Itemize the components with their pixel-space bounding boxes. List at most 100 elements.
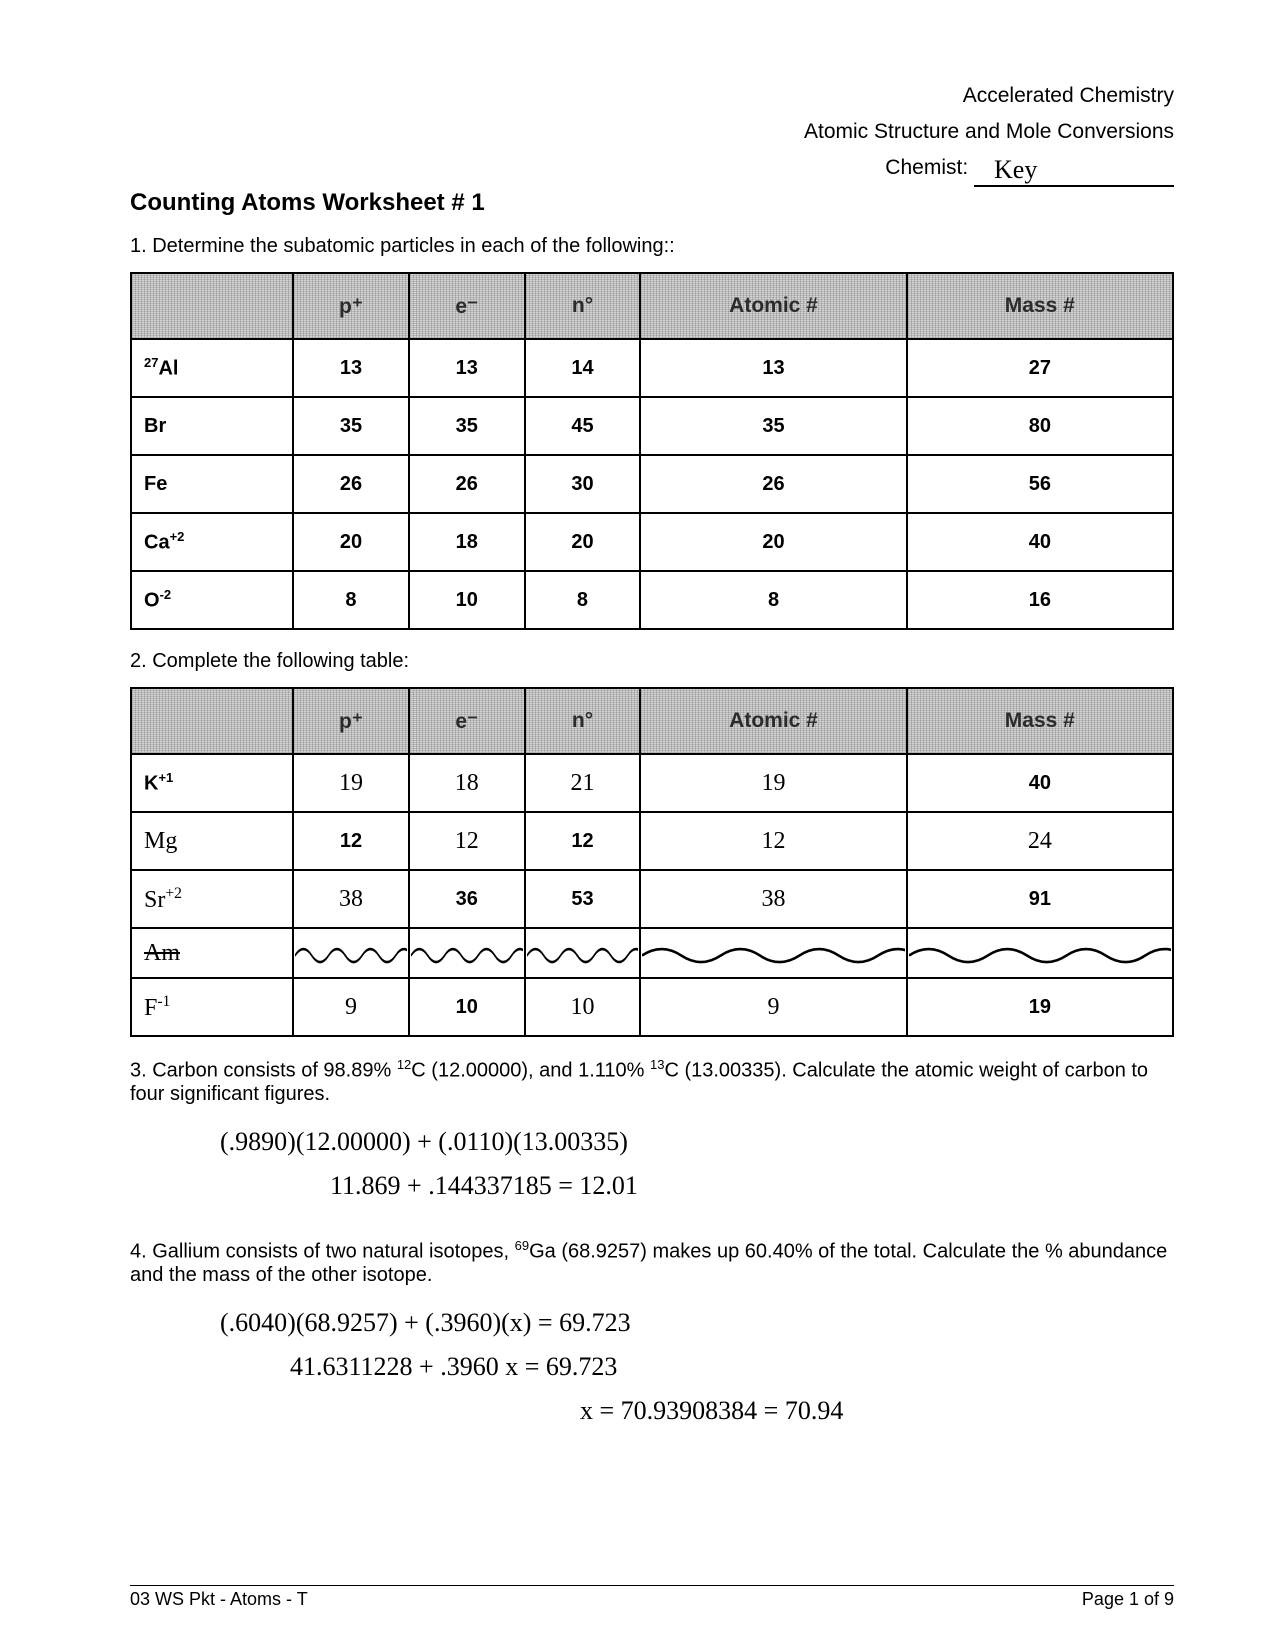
cell-mass: 24 bbox=[907, 812, 1173, 870]
table-row: Sr+23836533891 bbox=[131, 870, 1173, 928]
table-row: F-191010919 bbox=[131, 978, 1173, 1036]
cell-mass: 19 bbox=[907, 978, 1173, 1036]
q4-line2: 41.6311228 + .3960 x = 69.723 bbox=[220, 1345, 1174, 1389]
table-row: Mg1212121224 bbox=[131, 812, 1173, 870]
row-label: O-2 bbox=[131, 571, 293, 629]
cell-p: 20 bbox=[293, 513, 409, 571]
unit-title: Atomic Structure and Mole Conversions bbox=[130, 116, 1174, 148]
cell-n: 21 bbox=[525, 754, 641, 812]
q3-line2: 11.869 + .144337185 = 12.01 bbox=[220, 1164, 1174, 1208]
cell-e: 26 bbox=[409, 455, 525, 513]
q3-work: (.9890)(12.00000) + (.0110)(13.00335) 11… bbox=[220, 1120, 1174, 1208]
cell-atomic: 26 bbox=[640, 455, 906, 513]
cell-e: 10 bbox=[409, 978, 525, 1036]
cell-n: 12 bbox=[525, 812, 641, 870]
cell-scribble bbox=[640, 928, 906, 978]
cell-p: 9 bbox=[293, 978, 409, 1036]
table-row: Am bbox=[131, 928, 1173, 978]
row-label: Sr+2 bbox=[131, 870, 293, 928]
cell-mass: 27 bbox=[907, 339, 1173, 397]
col-header: Mass # bbox=[907, 688, 1173, 754]
row-label: Ca+2 bbox=[131, 513, 293, 571]
col-header: n° bbox=[525, 688, 641, 754]
row-label: Br bbox=[131, 397, 293, 455]
q3-prompt: 3. Carbon consists of 98.89% 12C (12.000… bbox=[130, 1057, 1174, 1106]
col-header: n° bbox=[525, 273, 641, 339]
cell-e: 36 bbox=[409, 870, 525, 928]
row-label: Fe bbox=[131, 455, 293, 513]
col-header: e⁻ bbox=[409, 273, 525, 339]
cell-mass: 40 bbox=[907, 513, 1173, 571]
cell-p: 26 bbox=[293, 455, 409, 513]
cell-n: 20 bbox=[525, 513, 641, 571]
cell-mass: 16 bbox=[907, 571, 1173, 629]
cell-e: 18 bbox=[409, 754, 525, 812]
cell-p: 19 bbox=[293, 754, 409, 812]
cell-atomic: 38 bbox=[640, 870, 906, 928]
cell-p: 13 bbox=[293, 339, 409, 397]
cell-n: 30 bbox=[525, 455, 641, 513]
cell-atomic: 13 bbox=[640, 339, 906, 397]
cell-p: 38 bbox=[293, 870, 409, 928]
cell-atomic: 12 bbox=[640, 812, 906, 870]
table-row: Fe2626302656 bbox=[131, 455, 1173, 513]
row-label: F-1 bbox=[131, 978, 293, 1036]
cell-atomic: 19 bbox=[640, 754, 906, 812]
cell-scribble bbox=[907, 928, 1173, 978]
cell-n: 14 bbox=[525, 339, 641, 397]
table-row: Br3535453580 bbox=[131, 397, 1173, 455]
row-label: Mg bbox=[131, 812, 293, 870]
q4-prompt: 4. Gallium consists of two natural isoto… bbox=[130, 1238, 1174, 1287]
footer-right: Page 1 of 9 bbox=[1082, 1589, 1174, 1610]
chemist-field: Chemist: Key bbox=[130, 151, 1174, 183]
q4-work: (.6040)(68.9257) + (.3960)(x) = 69.723 4… bbox=[220, 1301, 1174, 1434]
table-row: Ca+22018202040 bbox=[131, 513, 1173, 571]
cell-e: 35 bbox=[409, 397, 525, 455]
cell-atomic: 35 bbox=[640, 397, 906, 455]
cell-mass: 80 bbox=[907, 397, 1173, 455]
chemist-name: Key bbox=[974, 155, 1174, 187]
cell-e: 18 bbox=[409, 513, 525, 571]
cell-mass: 91 bbox=[907, 870, 1173, 928]
table-row: O-28108816 bbox=[131, 571, 1173, 629]
cell-e: 12 bbox=[409, 812, 525, 870]
col-header: e⁻ bbox=[409, 688, 525, 754]
footer-left: 03 WS Pkt - Atoms - T bbox=[130, 1589, 308, 1610]
cell-p: 8 bbox=[293, 571, 409, 629]
cell-p: 35 bbox=[293, 397, 409, 455]
cell-n: 45 bbox=[525, 397, 641, 455]
col-header bbox=[131, 273, 293, 339]
q4-line1: (.6040)(68.9257) + (.3960)(x) = 69.723 bbox=[220, 1301, 1174, 1345]
row-label: Am bbox=[131, 928, 293, 978]
cell-e: 10 bbox=[409, 571, 525, 629]
q2-prompt: 2. Complete the following table: bbox=[130, 650, 1174, 673]
q1-prompt: 1. Determine the subatomic particles in … bbox=[130, 235, 1174, 258]
cell-mass: 40 bbox=[907, 754, 1173, 812]
cell-scribble bbox=[525, 928, 641, 978]
cell-n: 53 bbox=[525, 870, 641, 928]
cell-p: 12 bbox=[293, 812, 409, 870]
q1-table: p⁺e⁻n°Atomic #Mass # 27Al1313141327Br353… bbox=[130, 272, 1174, 630]
col-header bbox=[131, 688, 293, 754]
table-row: 27Al1313141327 bbox=[131, 339, 1173, 397]
page-footer: 03 WS Pkt - Atoms - T Page 1 of 9 bbox=[130, 1585, 1174, 1610]
q3-line1: (.9890)(12.00000) + (.0110)(13.00335) bbox=[220, 1120, 1174, 1164]
course-title: Accelerated Chemistry bbox=[130, 80, 1174, 112]
cell-n: 8 bbox=[525, 571, 641, 629]
chemist-label: Chemist: bbox=[885, 156, 968, 179]
cell-atomic: 20 bbox=[640, 513, 906, 571]
col-header: Atomic # bbox=[640, 688, 906, 754]
cell-n: 10 bbox=[525, 978, 641, 1036]
cell-scribble bbox=[409, 928, 525, 978]
cell-atomic: 8 bbox=[640, 571, 906, 629]
table-row: K+11918211940 bbox=[131, 754, 1173, 812]
row-label: K+1 bbox=[131, 754, 293, 812]
col-header: p⁺ bbox=[293, 273, 409, 339]
cell-scribble bbox=[293, 928, 409, 978]
q2-table: p⁺e⁻n°Atomic #Mass # K+11918211940Mg1212… bbox=[130, 687, 1174, 1037]
cell-e: 13 bbox=[409, 339, 525, 397]
cell-mass: 56 bbox=[907, 455, 1173, 513]
col-header: p⁺ bbox=[293, 688, 409, 754]
cell-atomic: 9 bbox=[640, 978, 906, 1036]
q4-line3: x = 70.93908384 = 70.94 bbox=[220, 1389, 1174, 1433]
